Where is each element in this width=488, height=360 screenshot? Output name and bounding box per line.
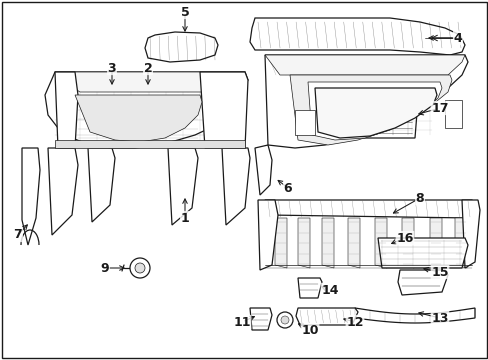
Polygon shape: [461, 200, 479, 268]
Text: 5: 5: [180, 5, 189, 18]
Polygon shape: [264, 200, 474, 218]
Polygon shape: [249, 18, 464, 55]
Polygon shape: [45, 72, 247, 148]
Polygon shape: [48, 148, 78, 235]
Polygon shape: [321, 218, 333, 268]
Text: 16: 16: [395, 231, 413, 244]
Polygon shape: [128, 88, 150, 108]
Polygon shape: [377, 238, 467, 268]
Polygon shape: [351, 95, 417, 138]
Polygon shape: [55, 72, 78, 148]
Polygon shape: [168, 148, 198, 225]
Circle shape: [276, 312, 292, 328]
Polygon shape: [314, 88, 436, 138]
Text: 17: 17: [430, 102, 448, 114]
Polygon shape: [354, 308, 474, 323]
Polygon shape: [55, 72, 244, 92]
Text: 2: 2: [143, 62, 152, 75]
Polygon shape: [297, 278, 321, 298]
Text: 11: 11: [233, 315, 250, 328]
Polygon shape: [307, 82, 441, 140]
Polygon shape: [294, 110, 314, 135]
Text: 12: 12: [346, 315, 363, 328]
Circle shape: [130, 258, 150, 278]
Polygon shape: [397, 270, 447, 295]
Text: 13: 13: [430, 311, 448, 324]
Polygon shape: [254, 145, 271, 195]
Polygon shape: [429, 218, 441, 268]
Text: 6: 6: [283, 181, 292, 194]
Polygon shape: [444, 100, 461, 128]
Polygon shape: [264, 55, 464, 75]
Polygon shape: [75, 95, 202, 142]
Text: 14: 14: [321, 284, 338, 297]
Polygon shape: [249, 308, 271, 330]
Text: 1: 1: [180, 211, 189, 225]
Text: 4: 4: [453, 31, 462, 45]
Polygon shape: [55, 140, 244, 148]
Polygon shape: [401, 218, 413, 268]
Polygon shape: [88, 148, 115, 222]
Polygon shape: [374, 218, 386, 268]
Text: 15: 15: [430, 266, 448, 279]
Text: 10: 10: [301, 324, 318, 337]
Polygon shape: [200, 72, 247, 148]
Polygon shape: [222, 148, 249, 225]
Polygon shape: [454, 218, 466, 268]
Polygon shape: [145, 32, 218, 62]
Polygon shape: [258, 200, 278, 270]
Polygon shape: [22, 148, 40, 245]
Circle shape: [281, 316, 288, 324]
Polygon shape: [90, 88, 112, 108]
Polygon shape: [274, 218, 286, 268]
Polygon shape: [297, 218, 309, 268]
Text: 8: 8: [415, 192, 424, 204]
Circle shape: [135, 263, 145, 273]
Polygon shape: [347, 218, 359, 268]
Polygon shape: [295, 308, 357, 325]
Polygon shape: [289, 75, 451, 145]
Text: 7: 7: [14, 229, 22, 242]
Polygon shape: [264, 55, 467, 148]
Text: 3: 3: [107, 62, 116, 75]
Text: 9: 9: [101, 261, 109, 274]
